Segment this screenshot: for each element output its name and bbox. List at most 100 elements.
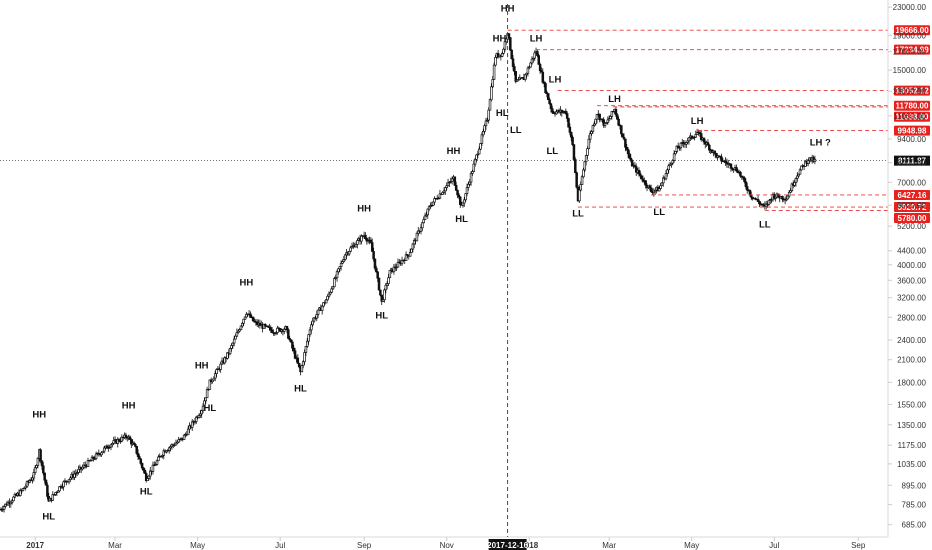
candle-body [601, 118, 604, 121]
candle-body [463, 199, 466, 204]
candle-body [350, 246, 354, 249]
candle-body [773, 193, 776, 199]
candle-body [630, 160, 634, 167]
candle-body [507, 33, 511, 38]
candle-body [628, 153, 631, 159]
candle-body [212, 377, 216, 381]
candle-body [477, 148, 481, 155]
candle-body [147, 475, 151, 479]
level-price-label: 6427.16 [898, 191, 927, 200]
candle-body [552, 111, 555, 114]
candle-body [77, 469, 80, 473]
swing-label: HL [496, 108, 509, 119]
level-price-label: 11688.00 [896, 113, 929, 122]
candle-body [549, 103, 553, 110]
candle-body [594, 118, 597, 125]
swing-label: HH [447, 146, 461, 157]
candle-body [426, 208, 430, 216]
candle-body [649, 187, 653, 192]
level-price-tag [894, 85, 930, 96]
candle-body [578, 189, 581, 202]
candle-body [154, 464, 157, 466]
candle-body [322, 302, 325, 307]
candle-body [569, 132, 573, 138]
swing-label: HL [455, 214, 468, 225]
candle-body [813, 158, 817, 162]
candle-body [698, 131, 702, 134]
candle-body [338, 266, 342, 270]
candle-body [713, 150, 716, 154]
x-tick-label: Jul [769, 541, 779, 550]
candle-body [422, 219, 425, 224]
current-price-tag [894, 155, 930, 166]
candle-body [329, 291, 332, 295]
candle-body [75, 472, 79, 474]
candle-body [360, 235, 363, 242]
candle-body [146, 478, 149, 482]
candle-body [380, 294, 383, 302]
candle-body [421, 222, 424, 229]
candle-body [204, 397, 208, 402]
candle-body [804, 160, 807, 167]
crosshair-layer: 2017-12-16 [487, 4, 529, 550]
candle-body [151, 464, 155, 472]
candle-body [603, 122, 607, 126]
candle-body [138, 456, 141, 460]
y-tick-label: 1550.00 [897, 400, 926, 409]
candle-body [228, 348, 232, 355]
candle-body [24, 485, 27, 489]
candle-body [274, 332, 278, 334]
candle-body [199, 413, 202, 416]
level-price-label: 5780.00 [898, 214, 927, 223]
candle-body [579, 184, 582, 191]
candle-body [583, 161, 587, 171]
candle-body [285, 325, 289, 331]
swing-label: LL [759, 220, 771, 231]
candle-body [685, 142, 688, 145]
candle-body [789, 190, 792, 193]
candle-body [457, 194, 461, 198]
candle-body [741, 176, 745, 179]
candle-body [395, 266, 398, 269]
candle-body [371, 242, 374, 252]
candle-body [130, 439, 133, 445]
x-axis[interactable]: 2017 Mar May Jul Sep Nov 2018 Mar May Jul Sep [26, 537, 866, 550]
candle-body [249, 313, 252, 318]
candle-body [373, 258, 377, 269]
y-tick-label: 785.00 [902, 501, 927, 510]
candle-body [653, 189, 657, 192]
candle-body [208, 379, 212, 390]
y-tick-label: 17000.00 [893, 48, 927, 57]
candle-body [304, 346, 308, 353]
candle-body [384, 284, 388, 291]
candle-body [590, 131, 593, 134]
candle-body [62, 481, 65, 488]
candle-body [182, 434, 186, 440]
level-price-tag [894, 44, 930, 55]
candle-body [297, 362, 301, 368]
candle-body [223, 357, 226, 364]
candle-body [427, 206, 431, 210]
candle-body [706, 142, 710, 146]
candle-body [39, 449, 42, 462]
swing-label: HH [357, 203, 371, 214]
candle-body [157, 456, 160, 462]
candle-body [743, 177, 746, 183]
candle-body [337, 268, 340, 273]
candle-body [341, 261, 344, 264]
candle-body [469, 172, 473, 183]
candle-body [450, 178, 454, 182]
swing-label: LH ? [810, 137, 831, 148]
candle-body [296, 357, 300, 364]
candle-body [81, 466, 84, 470]
candle-body [320, 305, 324, 311]
y-tick-label: 13000.00 [893, 87, 927, 96]
candle-body [464, 193, 467, 201]
y-axis[interactable]: 685.00 785.00 895.00 1035.00 1175.00 1350.00 1… [888, 3, 927, 530]
swing-label: LL [510, 125, 522, 136]
candle-body [610, 111, 614, 117]
candle-body [617, 118, 620, 126]
x-tick-label: Sep [357, 541, 372, 550]
